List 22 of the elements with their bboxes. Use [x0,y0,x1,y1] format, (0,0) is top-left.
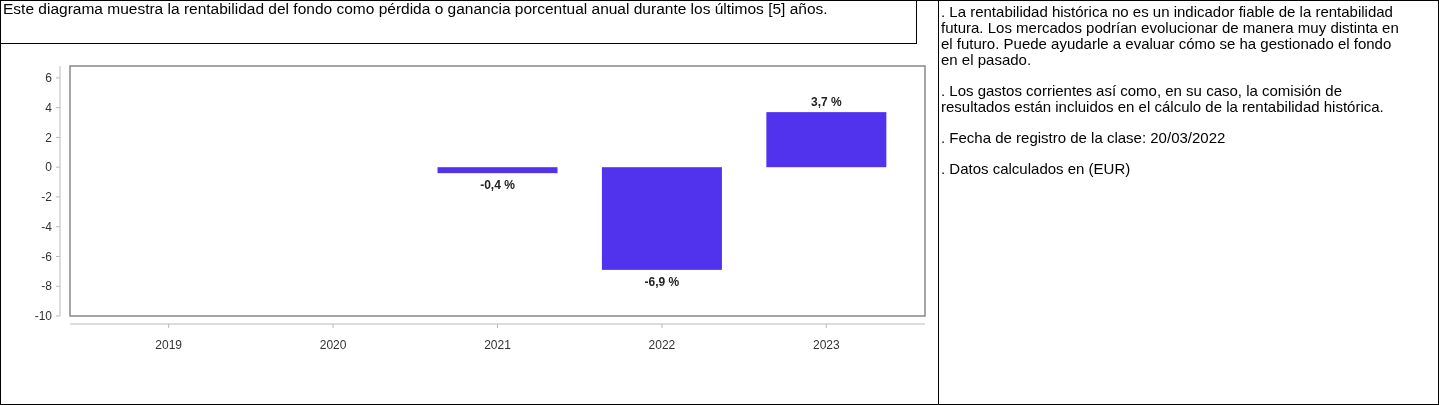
y-tick-label: 6 [45,71,53,86]
data-label: -0,4 % [480,178,516,193]
x-tick-label: 2021 [484,338,512,352]
y-tick-label: -2 [41,190,53,205]
y-tick-label: 0 [45,160,53,175]
y-tick-label: 2 [45,130,53,145]
y-tick-label: -10 [34,309,53,324]
x-tick-label: 2022 [648,338,676,352]
x-tick-label: 2019 [155,338,183,352]
y-tick-label: -6 [41,249,53,264]
text: . Datos calculados en (EUR) [941,160,1132,177]
y-tick-label: 4 [45,100,53,115]
x-tick-label: 2023 [812,338,841,352]
text: . La rentabilidad histórica no es un indicador fiable de la rentabilidad futura. Los mercados podrían evolucionar de manera muy distinta en el futuro. Puede ayudarle a evaluar cómo se ha gestionado el fondo en el pasado. [941,3,1400,68]
chart-title: Este diagrama muestra la rentabilidad del fondo como pérdida o ganancia porcentual anual durante los últimos [5] años. [3,0,829,17]
data-label: 3,7 % [811,95,843,110]
text: . Fecha de registro de la clase: 20/03/2022 [941,129,1227,146]
data-label: -6,9 % [644,274,680,289]
text: . Los gastos corrientes así como, en su caso, la comisión de resultados están incluidos en el cálculo de la rentabilidad histórica. [941,82,1385,115]
y-tick-label: -4 [41,219,53,234]
x-tick-label: 2020 [319,338,347,352]
y-tick-label: -8 [41,279,53,294]
